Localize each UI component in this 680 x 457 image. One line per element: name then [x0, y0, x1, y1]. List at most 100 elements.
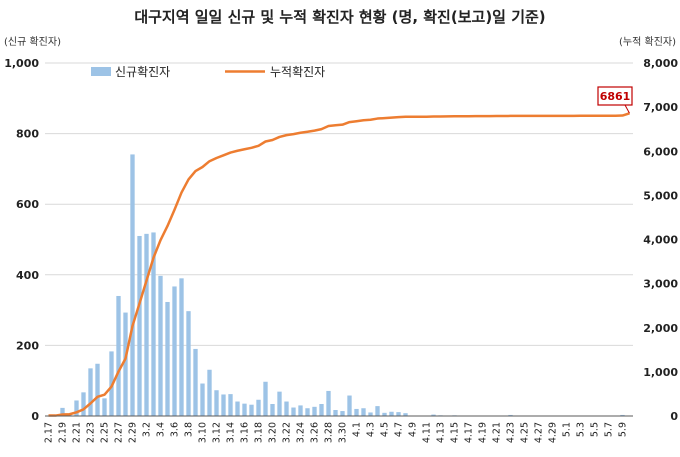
bar-new-cases [235, 401, 240, 416]
x-tick-label: 4.13 [436, 422, 447, 443]
y-right-tick-label: 7,000 [643, 101, 678, 114]
bar-new-cases [347, 395, 352, 416]
bar-new-cases [508, 414, 513, 416]
legend-label-new-cases: 신규확진자 [115, 65, 170, 79]
bar-new-cases [81, 392, 86, 416]
y-left-tick-label: 800 [16, 128, 39, 141]
left-axis-unit: (신규 확진자) [4, 36, 61, 48]
gridlines [45, 62, 633, 346]
bar-new-cases [151, 232, 156, 416]
series-line-cumulative [48, 112, 630, 417]
x-axis-ticks: 2.17 2.19 2.21 2.23 2.25 2.27 2.29 3.2 3.4 3.6 3.8… [44, 422, 629, 443]
x-tick-label: 2.19 [58, 422, 69, 443]
x-tick-label: 3.30 [338, 422, 349, 443]
bar-new-cases [137, 235, 142, 416]
x-tick-label: 3.28 [324, 422, 335, 443]
x-tick-label: 4.1 [352, 422, 363, 437]
x-tick-label: 5.3 [576, 422, 587, 437]
bar-new-cases [263, 381, 268, 416]
y-right-tick-label: 4,000 [643, 234, 678, 247]
bar-new-cases [116, 295, 121, 416]
bar-new-cases [74, 400, 79, 416]
bar-new-cases [319, 403, 324, 416]
bar-new-cases [389, 411, 394, 416]
line-cumulative [48, 112, 630, 417]
bar-new-cases [214, 390, 219, 416]
x-tick-label: 3.12 [212, 422, 223, 443]
y-right-tick-label: 5,000 [643, 189, 678, 202]
x-tick-label: 4.23 [506, 422, 517, 443]
right-axis-unit: (누적 확진자) [619, 36, 676, 48]
y-right-tick-label: 0 [670, 410, 678, 423]
legend: 신규확진자 누적확진자 [91, 65, 325, 79]
bar-new-cases [620, 414, 625, 416]
last-value-callout: 6861 [597, 86, 633, 114]
bar-new-cases [270, 403, 275, 416]
x-tick-label: 3.20 [268, 422, 279, 443]
x-tick-label: 4.29 [548, 422, 559, 443]
bar-new-cases [396, 412, 401, 416]
x-tick-label: 5.7 [604, 422, 615, 437]
bar-new-cases [256, 399, 261, 416]
bar-new-cases [333, 409, 338, 416]
y-left-tick-label: 600 [16, 198, 39, 211]
y-right-tick-label: 2,000 [643, 322, 678, 335]
callout-label: 6861 [600, 90, 631, 103]
bar-new-cases [375, 406, 380, 416]
bar-new-cases [165, 301, 170, 416]
x-tick-label: 4.19 [478, 422, 489, 443]
bar-new-cases [431, 414, 436, 416]
bar-new-cases [186, 311, 191, 416]
bar-new-cases [144, 233, 149, 416]
bar-new-cases [60, 407, 65, 416]
y-left-tick-label: 200 [16, 339, 39, 352]
bar-new-cases [179, 278, 184, 416]
x-tick-label: 2.25 [100, 422, 111, 443]
y-left-tick-label: 400 [16, 269, 39, 282]
bar-new-cases [172, 286, 177, 416]
x-tick-label: 4.15 [450, 422, 461, 443]
bar-new-cases [130, 154, 135, 416]
callout-pointer [624, 104, 630, 114]
bar-new-cases [368, 412, 373, 416]
bar-new-cases [361, 408, 366, 416]
x-tick-label: 3.2 [142, 422, 153, 437]
x-tick-label: 3.8 [184, 422, 195, 437]
bar-new-cases [200, 383, 205, 416]
y-left-tick-label: 1,000 [4, 57, 39, 70]
y-right-tick-label: 1,000 [643, 366, 678, 379]
x-tick-label: 3.22 [282, 422, 293, 443]
bar-new-cases [291, 407, 296, 416]
x-tick-label: 2.17 [44, 422, 55, 443]
x-tick-label: 3.24 [296, 422, 307, 443]
bar-new-cases [312, 406, 317, 416]
x-tick-label: 4.9 [408, 422, 419, 437]
bar-new-cases [249, 404, 254, 416]
x-tick-label: 4.5 [380, 422, 391, 437]
bar-new-cases [158, 275, 163, 416]
bar-new-cases [340, 411, 345, 416]
bar-new-cases [95, 363, 100, 416]
x-tick-label: 2.21 [72, 422, 83, 443]
bar-new-cases [277, 391, 282, 416]
x-tick-label: 3.6 [170, 422, 181, 437]
bar-new-cases [123, 312, 128, 416]
bar-new-cases [102, 398, 107, 416]
bar-new-cases [305, 408, 310, 416]
legend-label-cumulative: 누적확진자 [270, 65, 325, 79]
x-tick-label: 2.23 [86, 422, 97, 443]
bar-new-cases [242, 403, 247, 416]
left-axis-ticks: 0 200 400 600 800 1,000 [4, 57, 39, 423]
x-tick-label: 5.5 [590, 422, 601, 437]
bar-new-cases [221, 394, 226, 416]
bars-new-cases [46, 154, 625, 416]
bar-new-cases [326, 390, 331, 416]
x-tick-label: 3.4 [156, 422, 167, 437]
x-tick-label: 4.7 [394, 422, 405, 437]
x-tick-label: 4.11 [422, 422, 433, 443]
x-tick-label: 3.10 [198, 422, 209, 443]
bar-new-cases [354, 408, 359, 416]
x-tick-label: 4.21 [492, 422, 503, 443]
